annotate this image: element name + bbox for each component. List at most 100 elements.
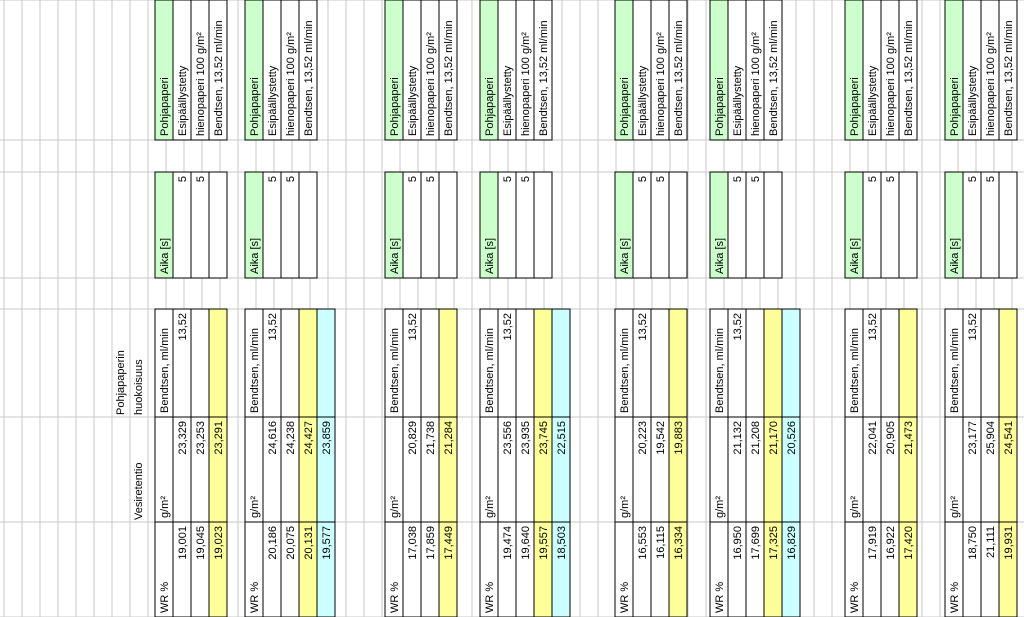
wr-value: 17,859 <box>425 526 437 560</box>
aika-value: 5 <box>985 176 997 182</box>
info-text: Esipäällystetty <box>967 65 979 136</box>
info-cell[interactable] <box>998 0 1018 141</box>
bendtsen-value-cell[interactable] <box>190 308 210 418</box>
aika-value-cell[interactable] <box>190 171 210 279</box>
info-text: hienopaperi 100 g/m² <box>285 32 297 136</box>
info-text: Bendtsen, 13,52 ml/min <box>903 20 915 136</box>
gsm-value: 23,556 <box>502 421 514 455</box>
bendtsen-value-cell[interactable] <box>998 308 1018 418</box>
aika-label: Aika [s] <box>619 238 631 274</box>
aika-value-cell[interactable] <box>998 171 1018 279</box>
bendtsen-value-cell[interactable] <box>316 308 336 418</box>
aika-value-cell[interactable] <box>763 171 783 279</box>
aika-value: 5 <box>637 176 649 182</box>
gsm-value: 24,616 <box>267 421 279 455</box>
wr-value: 18,503 <box>556 526 568 560</box>
header-huokoisuus: huokoisuus <box>133 359 145 415</box>
aika-value-cell[interactable] <box>862 171 882 279</box>
bendtsen-value-cell[interactable] <box>533 308 553 418</box>
aika-value-cell[interactable] <box>898 171 918 279</box>
bendtsen-value-cell[interactable] <box>420 308 440 418</box>
aika-value-cell[interactable] <box>745 171 765 279</box>
wr-value-cell[interactable] <box>316 521 336 617</box>
aika-value-cell[interactable] <box>962 171 982 279</box>
info-cell[interactable] <box>898 0 918 141</box>
bendtsen-value-cell[interactable] <box>781 308 801 418</box>
bendtsen-value-cell[interactable] <box>438 308 458 418</box>
wr-value-cell[interactable] <box>781 521 801 617</box>
bendtsen-value-cell[interactable] <box>668 308 688 418</box>
gsm-label: g/m² <box>949 496 961 518</box>
wr-value-cell[interactable] <box>898 521 918 617</box>
wr-value: 21,111 <box>985 526 997 558</box>
aika-value-cell[interactable] <box>298 171 318 279</box>
bendtsen-value-cell[interactable] <box>650 308 670 418</box>
wr-value-cell[interactable] <box>998 521 1018 617</box>
info-cell[interactable] <box>763 0 783 141</box>
info-text: Esipäällystetty <box>177 65 189 136</box>
wr-value-cell[interactable] <box>551 521 571 617</box>
aika-value-cell[interactable] <box>533 171 553 279</box>
info-cell[interactable] <box>298 0 318 141</box>
gsm-label: g/m² <box>389 496 401 518</box>
aika-value: 5 <box>502 176 514 182</box>
wr-label: WR % <box>849 582 861 613</box>
aika-value-cell[interactable] <box>172 171 192 279</box>
gsm-value: 21,170 <box>768 421 780 455</box>
wr-value: 16,553 <box>637 526 649 560</box>
info-text: Pohjapaperi <box>849 77 861 136</box>
bendtsen-value-cell[interactable] <box>551 308 571 418</box>
bendtsen-value: 13,52 <box>407 313 419 341</box>
aika-value-cell[interactable] <box>420 171 440 279</box>
wr-value: 20,131 <box>303 526 315 560</box>
info-cell[interactable] <box>668 0 688 141</box>
bendtsen-value-cell[interactable] <box>898 308 918 418</box>
bendtsen-value-cell[interactable] <box>980 308 1000 418</box>
aika-value-cell[interactable] <box>515 171 535 279</box>
aika-value-cell[interactable] <box>650 171 670 279</box>
bendtsen-value-cell[interactable] <box>208 308 228 418</box>
aika-value-cell[interactable] <box>668 171 688 279</box>
aika-value-cell[interactable] <box>262 171 282 279</box>
wr-value: 20,075 <box>285 526 297 560</box>
wr-label: WR % <box>484 582 496 613</box>
aika-value: 5 <box>750 176 762 182</box>
aika-value-cell[interactable] <box>632 171 652 279</box>
gsm-value: 23,329 <box>177 421 189 455</box>
wr-value-cell[interactable] <box>438 521 458 617</box>
gsm-value: 22,041 <box>867 421 879 455</box>
measurement-block-6: Pohjapaperi Esipäällystetty hienopaperi 10… <box>709 0 801 617</box>
gsm-value: 23,177 <box>967 421 979 455</box>
aika-value-cell[interactable] <box>402 171 422 279</box>
bendtsen-value-cell[interactable] <box>515 308 535 418</box>
aika-value: 5 <box>732 176 744 182</box>
wr-value: 19,001 <box>177 526 189 560</box>
bendtsen-value-cell[interactable] <box>745 308 765 418</box>
bendtsen-value-cell[interactable] <box>763 308 783 418</box>
bendtsen-value-cell[interactable] <box>880 308 900 418</box>
bendtsen-label: Bendtsen, ml/min <box>949 328 961 413</box>
info-cell[interactable] <box>438 0 458 141</box>
bendtsen-value-cell[interactable] <box>298 308 318 418</box>
gsm-value: 20,223 <box>637 421 649 455</box>
bendtsen-label: Bendtsen, ml/min <box>159 328 171 413</box>
aika-value-cell[interactable] <box>980 171 1000 279</box>
aika-value: 5 <box>520 176 532 182</box>
wr-value-cell[interactable] <box>208 521 228 617</box>
info-text: hienopaperi 100 g/m² <box>520 32 532 136</box>
info-cell[interactable] <box>533 0 553 141</box>
aika-value-cell[interactable] <box>497 171 517 279</box>
aika-value-cell[interactable] <box>280 171 300 279</box>
aika-value-cell[interactable] <box>727 171 747 279</box>
bendtsen-label: Bendtsen, ml/min <box>484 328 496 413</box>
bendtsen-value-cell[interactable] <box>280 308 300 418</box>
wr-value-cell[interactable] <box>668 521 688 617</box>
gsm-value: 22,515 <box>556 421 568 455</box>
aika-label: Aika [s] <box>949 238 961 274</box>
aika-value-cell[interactable] <box>208 171 228 279</box>
gsm-label: g/m² <box>249 496 261 518</box>
wr-value: 16,334 <box>673 526 685 560</box>
aika-value-cell[interactable] <box>880 171 900 279</box>
aika-value-cell[interactable] <box>438 171 458 279</box>
info-cell[interactable] <box>208 0 228 141</box>
